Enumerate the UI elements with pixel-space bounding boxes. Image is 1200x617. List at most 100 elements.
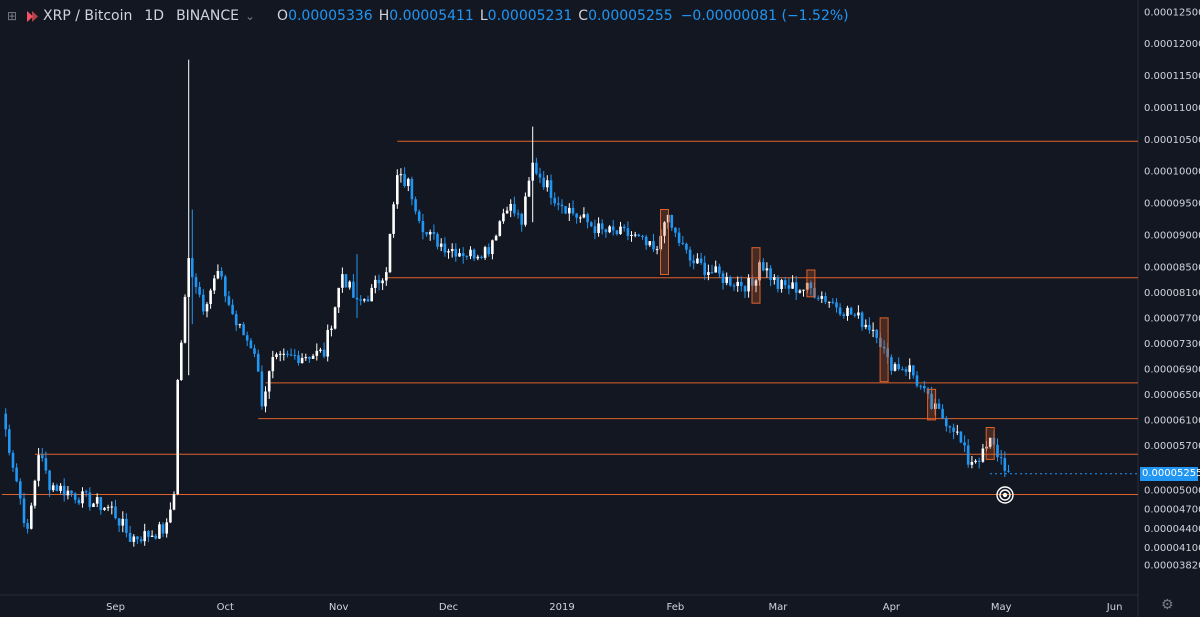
candle-body bbox=[765, 268, 769, 271]
time-tick-label: Apr bbox=[883, 602, 901, 613]
highlight-box[interactable] bbox=[985, 427, 995, 460]
candle-body bbox=[820, 296, 824, 299]
candle-body bbox=[121, 518, 125, 526]
candle-body bbox=[136, 536, 139, 540]
candle-body bbox=[37, 455, 40, 481]
candle-body bbox=[370, 287, 373, 302]
candle-body bbox=[447, 251, 450, 253]
candle-body bbox=[794, 282, 798, 293]
candle-body bbox=[117, 518, 121, 526]
candle-body bbox=[62, 485, 66, 496]
highlight-box[interactable] bbox=[927, 388, 937, 421]
symbol-label[interactable]: XRP / Bitcoin bbox=[43, 8, 133, 24]
candle-body bbox=[769, 268, 772, 280]
candle-body bbox=[579, 217, 582, 219]
candle-body bbox=[535, 162, 538, 174]
candle-body bbox=[560, 204, 564, 207]
candle-body bbox=[641, 236, 644, 237]
candle-body bbox=[835, 302, 838, 308]
candle-body bbox=[439, 243, 443, 247]
candle-body bbox=[707, 272, 710, 275]
candle-body bbox=[568, 207, 571, 214]
candle-body bbox=[531, 162, 534, 181]
candle-body bbox=[520, 213, 523, 225]
time-axis[interactable]: Sep Oct Nov Dec 2019 Feb Mar Apr May Jun bbox=[106, 602, 1122, 613]
candle-body bbox=[81, 491, 84, 504]
high-label: H bbox=[378, 8, 390, 24]
highlight-box[interactable] bbox=[660, 209, 669, 275]
candle-body bbox=[326, 330, 329, 357]
candle-body bbox=[714, 266, 717, 273]
candle-body bbox=[787, 285, 791, 289]
candle-body bbox=[966, 445, 970, 465]
candle-body bbox=[652, 241, 655, 250]
exchange-logo-icon bbox=[27, 10, 38, 22]
candle-body bbox=[231, 304, 234, 315]
candle-body bbox=[637, 234, 641, 236]
candle-body bbox=[948, 426, 952, 428]
candle-body bbox=[699, 258, 703, 263]
candle-body bbox=[908, 365, 911, 372]
interval-label[interactable]: 1D bbox=[144, 8, 165, 24]
candle-body bbox=[783, 280, 787, 286]
candle-body bbox=[633, 234, 637, 236]
candle-body bbox=[88, 492, 92, 507]
candle-body bbox=[875, 329, 878, 338]
candle-body bbox=[736, 281, 739, 286]
highlight-box[interactable] bbox=[806, 269, 816, 298]
candle-body bbox=[513, 204, 516, 214]
candle-body bbox=[366, 299, 370, 302]
candle-body bbox=[385, 272, 388, 281]
candle-body bbox=[945, 418, 948, 427]
candle-body bbox=[319, 349, 322, 351]
candle-body bbox=[941, 408, 944, 419]
candle-body bbox=[352, 281, 355, 298]
candle-body bbox=[622, 226, 626, 229]
candle-body bbox=[963, 442, 966, 446]
candle-body bbox=[425, 232, 428, 235]
highlight-box[interactable] bbox=[879, 317, 889, 383]
candle-body bbox=[546, 180, 549, 188]
candle-body bbox=[183, 296, 187, 343]
candle-body bbox=[655, 249, 659, 251]
candle-body bbox=[893, 364, 897, 371]
chevron-down-icon[interactable]: ⌄ bbox=[244, 9, 256, 23]
candle-body bbox=[428, 232, 432, 235]
highlight-box[interactable] bbox=[751, 247, 761, 304]
candle-body bbox=[857, 312, 860, 316]
price-tick-label: 0.00011500 bbox=[1144, 71, 1200, 82]
candle-body bbox=[849, 307, 853, 315]
price-tick-label: 0.00003820 bbox=[1144, 561, 1200, 572]
target-icon[interactable] bbox=[996, 486, 1014, 504]
candle-body bbox=[465, 256, 469, 258]
candle-body bbox=[44, 458, 48, 471]
candle-body bbox=[392, 204, 395, 234]
current-price-tag: 0.00005255 bbox=[1140, 467, 1200, 481]
price-tick-label: 0.00009000 bbox=[1144, 231, 1200, 242]
candle-body bbox=[952, 427, 955, 432]
candle-body bbox=[557, 203, 560, 205]
candle-body bbox=[626, 228, 630, 236]
gear-icon[interactable]: ⚙ bbox=[1161, 597, 1174, 613]
plus-square-icon[interactable]: ⊞ bbox=[7, 9, 18, 23]
symbol-header: ⊞ XRP / Bitcoin 1D BINANCE ⌄ O 0.0000533… bbox=[0, 0, 1138, 32]
candle-body bbox=[461, 253, 465, 257]
candle-body bbox=[524, 196, 527, 225]
candle-body bbox=[51, 485, 55, 491]
candle-body bbox=[209, 290, 212, 304]
candle-body bbox=[256, 353, 260, 372]
candle-body bbox=[615, 230, 619, 235]
candle-body bbox=[912, 365, 915, 376]
candle-body bbox=[897, 364, 900, 370]
candle-body bbox=[110, 506, 114, 508]
candle-body bbox=[487, 247, 491, 255]
candle-body bbox=[84, 491, 88, 493]
candle-body bbox=[956, 431, 959, 433]
candle-body bbox=[114, 506, 117, 519]
candle-body bbox=[106, 507, 110, 509]
candle-body bbox=[864, 324, 868, 328]
candle-body bbox=[224, 276, 227, 297]
candle-body bbox=[593, 226, 597, 234]
price-axis[interactable]: 0.00012500 0.00012000 0.00011500 0.00011000… bbox=[1144, 7, 1200, 571]
